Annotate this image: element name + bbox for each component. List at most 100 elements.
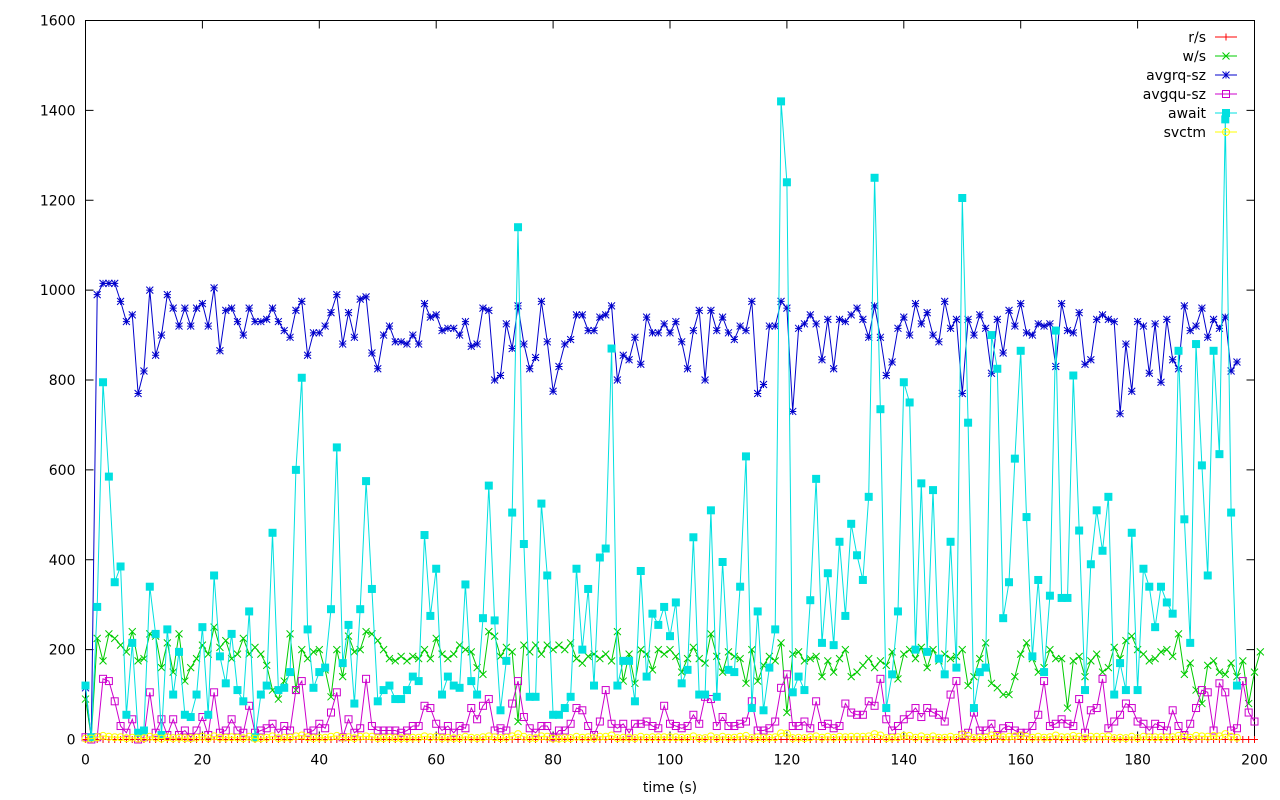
data-point [408, 733, 417, 742]
data-point [800, 319, 809, 328]
data-point [625, 355, 633, 364]
data-point [245, 304, 254, 312]
data-point [1052, 736, 1060, 743]
data-point [1080, 728, 1089, 737]
data-point [1075, 732, 1084, 741]
data-point [1156, 722, 1165, 731]
data-point [139, 734, 148, 743]
data-point [99, 279, 107, 288]
data-point [1040, 677, 1049, 686]
y-tick-label: 1400 [40, 103, 76, 119]
data-point [584, 652, 593, 661]
data-point [847, 732, 856, 741]
data-point [1034, 319, 1043, 328]
data-point [93, 290, 102, 299]
data-point [467, 677, 476, 686]
data-point [239, 734, 248, 743]
data-point [917, 319, 926, 328]
data-point [853, 551, 862, 560]
data-point [671, 317, 680, 326]
data-point [999, 690, 1008, 699]
data-point [595, 553, 604, 562]
data-point [338, 340, 347, 348]
data-point [1174, 731, 1183, 740]
x-tick-label: 80 [544, 753, 562, 769]
data-point [93, 602, 102, 611]
data-point [1057, 733, 1066, 742]
data-point [742, 326, 750, 335]
data-point [461, 317, 470, 326]
data-point [251, 317, 259, 326]
data-point [537, 732, 546, 741]
data-point [636, 360, 645, 369]
data-point [806, 654, 815, 663]
data-point [946, 324, 955, 333]
data-point [1005, 306, 1013, 315]
data-point [1016, 650, 1025, 658]
data-point [221, 679, 230, 688]
data-point [1139, 732, 1148, 741]
series-w-s [81, 623, 1265, 742]
data-point [508, 508, 517, 517]
data-point [180, 726, 189, 735]
data-point [157, 331, 166, 339]
data-point [1127, 704, 1136, 713]
data-point [508, 344, 517, 353]
data-point [531, 641, 540, 649]
data-point [93, 733, 102, 742]
data-point [1168, 652, 1177, 661]
data-point [999, 614, 1008, 623]
data-point [853, 304, 861, 312]
data-point [899, 650, 908, 658]
data-point [952, 315, 961, 324]
data-point [303, 625, 312, 634]
data-point [736, 732, 745, 741]
data-point [338, 733, 347, 742]
data-point [216, 643, 224, 652]
data-point [613, 376, 622, 384]
data-point [911, 704, 920, 713]
data-point [894, 324, 902, 333]
data-point [1051, 731, 1060, 740]
data-point [478, 701, 487, 710]
data-point [373, 697, 382, 706]
data-point [1151, 654, 1159, 663]
data-point [765, 724, 774, 733]
data-point [116, 562, 125, 571]
data-point [601, 732, 610, 741]
data-point [584, 733, 593, 742]
data-point [1034, 575, 1043, 584]
data-point [198, 732, 207, 741]
data-point [952, 677, 961, 686]
data-point [847, 672, 856, 681]
data-point [327, 308, 335, 317]
data-point [1051, 326, 1060, 335]
data-point [408, 672, 417, 681]
data-point [993, 683, 1002, 692]
data-point [654, 733, 663, 742]
data-point [923, 647, 932, 656]
data-point [1186, 638, 1195, 647]
data-point [817, 638, 826, 647]
data-point [473, 734, 482, 743]
data-point [81, 681, 90, 690]
data-point [239, 331, 248, 339]
data-point [876, 657, 885, 665]
data-point [560, 726, 569, 735]
data-point [1127, 732, 1136, 741]
data-point [1168, 706, 1177, 715]
data-point [192, 654, 201, 663]
data-point [344, 715, 353, 724]
data-point [1017, 736, 1025, 743]
data-point [163, 639, 172, 647]
data-point [794, 648, 803, 656]
data-point [1022, 732, 1031, 741]
data-point [350, 728, 359, 737]
data-point [876, 333, 885, 342]
data-point [584, 326, 593, 335]
data-point [829, 641, 838, 650]
data-point [379, 686, 388, 695]
data-point [940, 717, 949, 726]
data-point [701, 690, 710, 699]
data-point [555, 641, 563, 649]
